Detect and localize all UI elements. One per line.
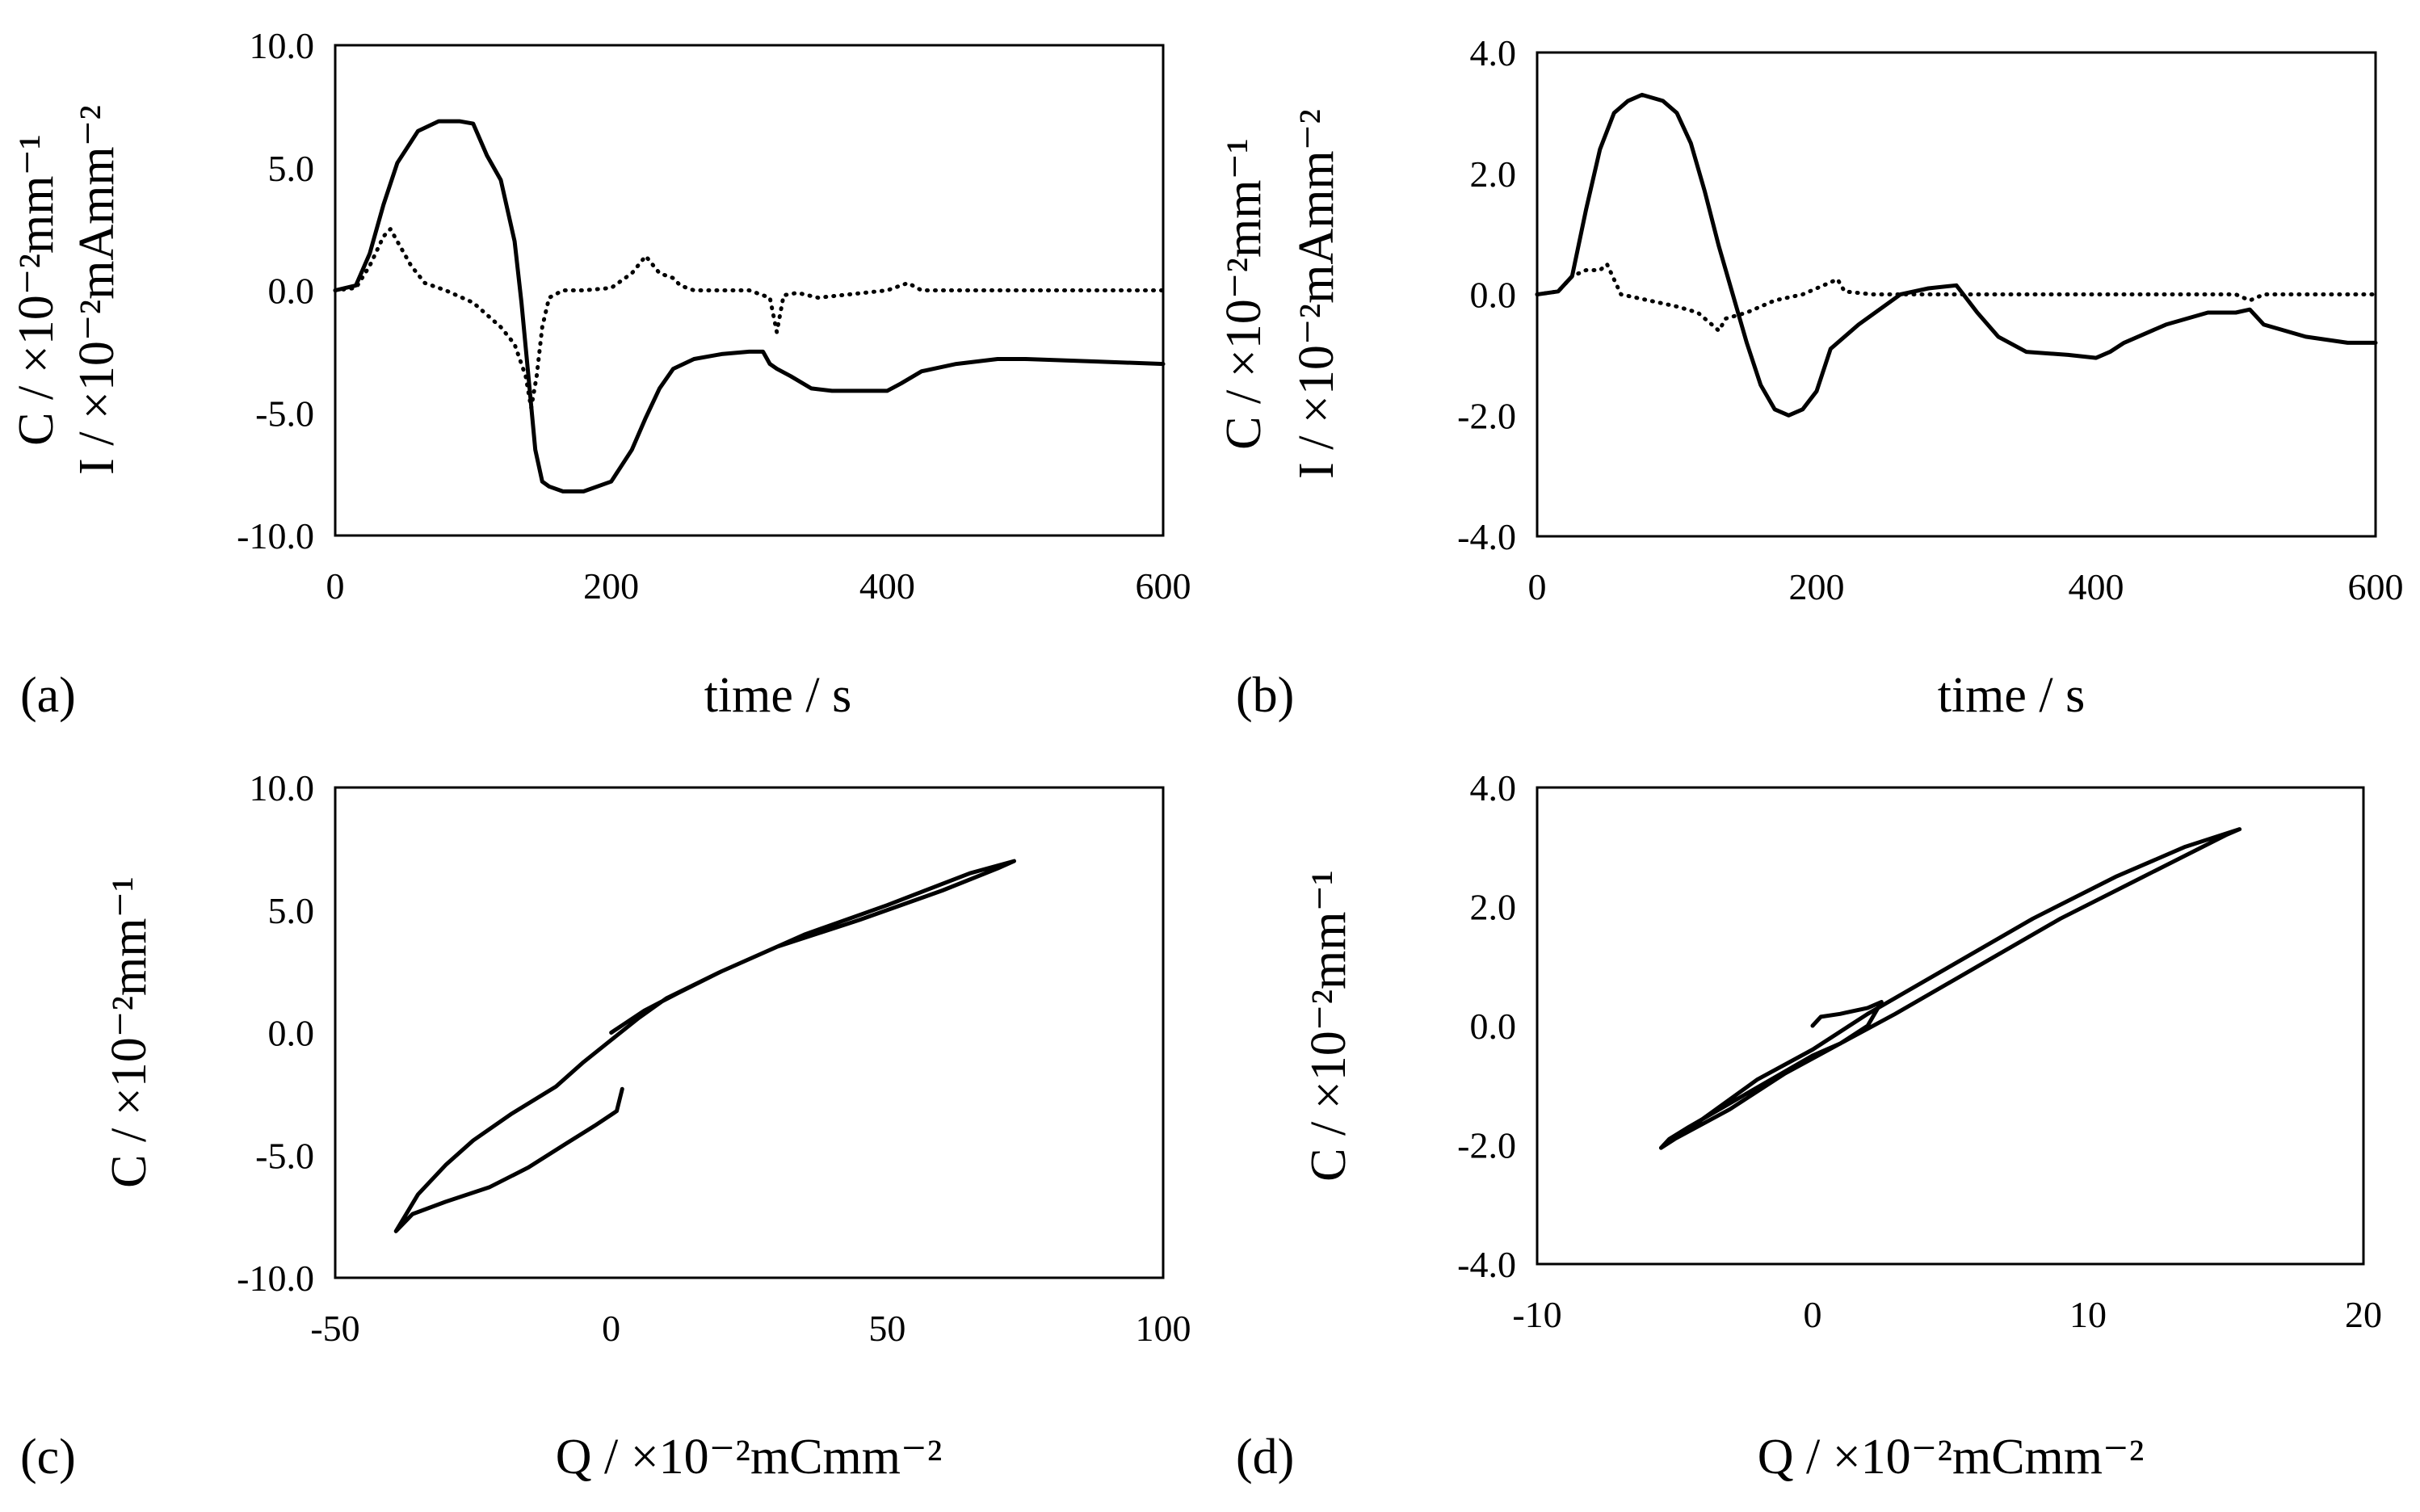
y-axis-label-a-line1: C / ×10⁻²mm⁻¹ (9, 134, 64, 446)
y-axis-label-d: C / ×10⁻²mm⁻¹ (1301, 870, 1356, 1182)
plot-frame-d (1536, 786, 2365, 1266)
plot-frame-c (334, 786, 1165, 1279)
x-tick-label: 0 (326, 565, 345, 607)
tick-labels-b: 0 200 400 600 -4.0 -2.0 0.0 2.0 4.0 (1457, 32, 2403, 607)
tick-labels-d: -10 0 10 20 -4.0 -2.0 0.0 2.0 4.0 (1457, 767, 2382, 1335)
x-axis-label-a: time / s (704, 668, 852, 723)
y-axis-label-c: C / ×10⁻²mm⁻¹ (102, 876, 157, 1188)
x-tick-label: 200 (583, 565, 639, 607)
x-tick-label: 200 (1789, 566, 1845, 607)
y-tick-label: 5.0 (268, 890, 315, 931)
x-tick-label: -50 (310, 1308, 359, 1349)
series-b (1535, 92, 2378, 418)
x-tick-label: 20 (2345, 1294, 2382, 1335)
y-tick-label: 2.0 (1470, 887, 1517, 928)
y-axis-label-b-line1: C / ×10⁻²mm⁻¹ (1216, 138, 1271, 450)
series-line-c-vs-q (393, 859, 1016, 1233)
y-tick-label: 4.0 (1470, 767, 1517, 808)
series-line-c (333, 119, 1166, 494)
panel-label-d: (d) (1236, 1430, 1294, 1485)
panel-label-c: (c) (20, 1430, 76, 1485)
y-tick-label: -4.0 (1457, 1244, 1516, 1285)
y-tick-label: -5.0 (255, 393, 314, 434)
series-a (333, 119, 1166, 494)
x-tick-label: 400 (2069, 566, 2124, 607)
y-tick-label: 0.0 (1470, 275, 1517, 316)
series-line-i-dotted (333, 227, 1166, 410)
x-tick-label: 400 (859, 565, 915, 607)
series-line-i-dotted (1535, 262, 2378, 333)
panel-d: -10 0 10 20-4.0-2.00.02.04.0 C / ×10⁻²mm⁻¹ … (1236, 767, 2382, 1485)
y-tick-label: -5.0 (255, 1135, 314, 1176)
y-tick-label: -4.0 (1457, 516, 1516, 557)
y-tick-label: -2.0 (1457, 395, 1516, 436)
y-tick-label: -2.0 (1457, 1125, 1516, 1166)
panel-c: -50 0 50 100 -10.0 -5.0 0.0 5.0 10.0 C / ×10⁻²mm… (20, 767, 1191, 1485)
panel-label-b: (b) (1236, 668, 1294, 723)
x-tick-label: -10 (1512, 1294, 1561, 1335)
y-axis-label-a-line2: I / ×10⁻²mAmm⁻² (69, 105, 124, 475)
y-tick-label: 0.0 (268, 271, 315, 312)
y-tick-label: 10.0 (250, 767, 315, 808)
tick-labels-a: 0 200 400 600 -10.0 -5.0 0.0 5.0 10.0 (237, 25, 1191, 607)
y-axis-label-b-line2: I / ×10⁻²mAmm⁻² (1289, 109, 1344, 479)
x-tick-label: 0 (1528, 566, 1547, 607)
x-tick-label: 50 (868, 1308, 905, 1349)
y-tick-label: -10.0 (237, 515, 314, 556)
series-line-c (1535, 92, 2378, 418)
series-d (1658, 827, 2242, 1150)
panel-b: 0 200 400 600 -4.0 -2.0 0.0 2.0 4.0 C / ×10⁻²mm⁻… (1216, 32, 2404, 723)
x-tick-label: 10 (2069, 1294, 2107, 1335)
series-line-c-vs-q (1658, 827, 2242, 1150)
panel-label-a: (a) (20, 668, 76, 723)
x-tick-label: 100 (1136, 1308, 1191, 1349)
y-tick-label: 0.0 (1470, 1006, 1517, 1047)
y-tick-label: 10.0 (250, 25, 315, 66)
series-c (393, 859, 1016, 1233)
y-tick-label: 4.0 (1470, 32, 1517, 74)
y-tick-label: 2.0 (1470, 153, 1517, 195)
tick-labels-c: -50 0 50 100 -10.0 -5.0 0.0 5.0 10.0 (237, 767, 1191, 1349)
x-tick-label: 0 (1804, 1294, 1822, 1335)
x-axis-label-c: Q / ×10⁻²mCmm⁻² (556, 1430, 943, 1485)
y-tick-label: 0.0 (268, 1013, 315, 1054)
x-tick-label: 600 (1136, 565, 1191, 607)
y-tick-label: 5.0 (268, 148, 315, 189)
y-tick-label: -10.0 (237, 1258, 314, 1299)
x-tick-label: 0 (602, 1308, 620, 1349)
x-axis-label-d: Q / ×10⁻²mCmm⁻² (1758, 1430, 2145, 1485)
x-tick-label: 600 (2348, 566, 2404, 607)
x-axis-label-b: time / s (1938, 668, 2086, 723)
panel-a: 0 200 400 600 -10.0 -5.0 0.0 5.0 10.0 C / ×10⁻²m… (9, 25, 1191, 723)
